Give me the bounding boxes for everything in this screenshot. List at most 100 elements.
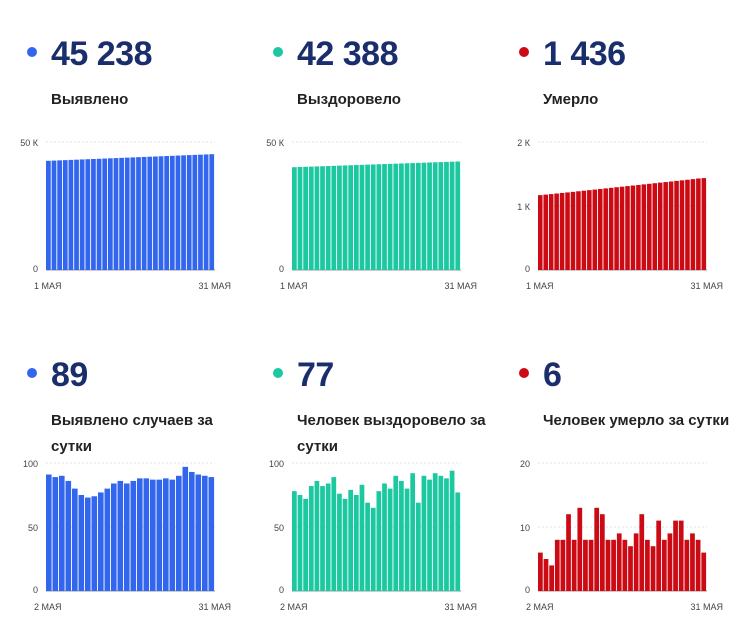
bar [576,191,581,270]
bar [74,159,79,270]
stat-card: 45 238 Выявлено 0 50 К 1 МАЯ 31 МАЯ [0,0,246,320]
bar [597,188,603,270]
bar [410,473,416,591]
bar [320,486,325,591]
bar [415,502,421,591]
stat-card: 1 436 Умерло 0 1 К 2 К 1 МАЯ 31 МАЯ [492,0,738,320]
bar [538,552,543,591]
bar [652,183,658,270]
bar [65,480,72,591]
bar [592,189,598,270]
bar [370,507,376,591]
bar [674,180,679,270]
bar [348,165,354,270]
bar [667,533,673,591]
bar [650,546,656,591]
stat-card: 89 Выявлено случаев за сутки 0 50 100 2 МАЯ 31… [0,321,246,641]
bar [415,162,421,270]
stat-value: 45 238 [51,35,153,73]
bar [292,491,297,591]
stat-label: Умерло [543,91,599,108]
bar [543,194,549,270]
y-tick-label: 0 [33,585,38,595]
bar [192,154,198,270]
bar [359,484,365,591]
bar [325,166,331,270]
bar [656,520,662,591]
bar [588,539,594,591]
bar-chart: 0 50 К 1 МАЯ 31 МАЯ [266,138,477,291]
bar [455,161,461,270]
bar [98,492,104,591]
x-end-label: 31 МАЯ [690,281,723,291]
bar [143,478,150,591]
stat-value: 1 436 [543,35,626,73]
y-tick-label: 100 [269,459,284,469]
y-tick-label: 100 [23,459,38,469]
bar [587,190,592,270]
bar [176,475,182,591]
bar [668,181,674,270]
stat-value: 89 [51,356,88,394]
bar [399,163,404,270]
bar [96,158,102,270]
bar [208,477,215,591]
bar [117,480,124,591]
bar [444,478,449,591]
bar [365,502,370,591]
bar [137,478,143,591]
bar [79,159,85,270]
bar [594,507,600,591]
x-start-label: 1 МАЯ [34,281,62,291]
stat-label: Выздоровело [297,91,401,108]
bar [141,156,147,270]
y-tick-label: 50 К [266,138,285,148]
bar [554,539,560,591]
bar [91,158,96,270]
bar [175,155,181,270]
bar [331,165,337,270]
bar [382,483,387,591]
bar [404,163,410,270]
bar [130,480,137,591]
bar [153,156,158,270]
bar [685,179,690,270]
bar [353,495,359,591]
bar [603,188,608,270]
bar [630,185,636,270]
bar-chart: 0 1 К 2 К 1 МАЯ 31 МАЯ [517,138,723,291]
y-tick-label: 10 [520,523,530,533]
bar [331,477,337,591]
bar [684,539,690,591]
y-tick-label: 0 [525,264,530,274]
bar [308,166,314,270]
x-start-label: 2 МАЯ [526,602,554,612]
bar [605,539,611,591]
legend-dot-icon [27,47,37,57]
bar [663,182,668,270]
bar [565,192,570,270]
bar [566,514,571,591]
bar [337,165,342,270]
x-end-label: 31 МАЯ [690,602,723,612]
bar [690,533,695,591]
bar [619,186,625,270]
bar [432,473,438,591]
bar [571,539,577,591]
bar [181,155,186,270]
bar [163,478,169,591]
bar [399,480,404,591]
bar [625,186,630,270]
bar [427,162,432,270]
legend-dot-icon [27,368,37,378]
bar [614,187,619,270]
stat-value: 6 [543,356,562,394]
bar [690,179,696,270]
bar [538,195,543,270]
bar [696,178,701,270]
bar [438,162,444,270]
bar [421,162,427,270]
x-end-label: 31 МАЯ [444,602,477,612]
legend-dot-icon [519,47,529,57]
bar [393,163,399,270]
